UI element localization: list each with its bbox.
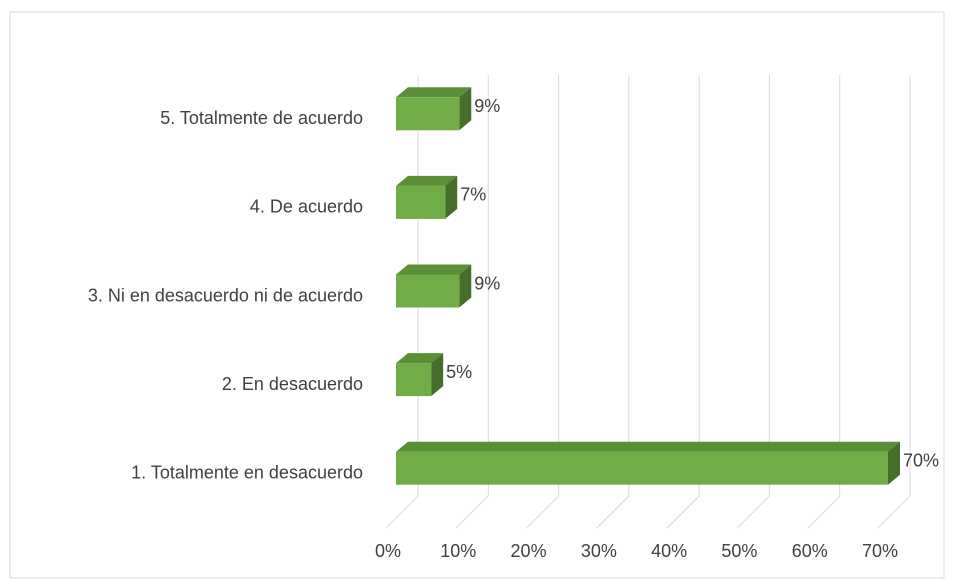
x-tick-label: 10% bbox=[440, 541, 476, 561]
floor-line bbox=[385, 495, 419, 529]
x-tick-label: 70% bbox=[862, 541, 898, 561]
bar-top bbox=[396, 264, 472, 275]
bar bbox=[396, 451, 888, 485]
x-tick-label: 50% bbox=[721, 541, 757, 561]
y-tick-label: 3. Ni en desacuerdo ni de acuerdo bbox=[88, 285, 363, 305]
y-tick-label: 1. Totalmente en desacuerdo bbox=[131, 462, 363, 482]
floor-line bbox=[877, 495, 911, 529]
y-tick-label: 4. De acuerdo bbox=[250, 197, 363, 217]
value-label: 9% bbox=[474, 273, 500, 293]
value-label: 7% bbox=[460, 185, 486, 205]
x-tick-label: 60% bbox=[792, 541, 828, 561]
x-tick-label: 20% bbox=[511, 541, 547, 561]
x-tick-label: 0% bbox=[375, 541, 401, 561]
bar-side bbox=[431, 353, 444, 397]
floor-line bbox=[455, 495, 489, 529]
value-label: 5% bbox=[446, 362, 472, 382]
floor-line bbox=[807, 495, 841, 529]
bar bbox=[396, 274, 460, 308]
bar-top bbox=[396, 441, 900, 452]
bar-top bbox=[396, 175, 458, 186]
bar-side bbox=[459, 264, 472, 308]
floor-line bbox=[666, 495, 700, 529]
y-tick-label: 2. En desacuerdo bbox=[222, 374, 363, 394]
bar-side bbox=[459, 87, 472, 131]
chart-frame bbox=[9, 11, 945, 579]
floor-line bbox=[526, 495, 559, 529]
x-tick-label: 40% bbox=[651, 541, 687, 561]
y-tick-label: 5. Totalmente de acuerdo bbox=[160, 108, 363, 128]
value-label: 9% bbox=[474, 96, 500, 116]
value-label: 70% bbox=[903, 450, 939, 470]
bar-side bbox=[445, 175, 458, 219]
bar bbox=[396, 185, 446, 219]
x-tick-label: 30% bbox=[581, 541, 617, 561]
bar bbox=[396, 363, 432, 397]
bar bbox=[396, 97, 460, 131]
floor-line bbox=[596, 495, 630, 529]
bar-side bbox=[888, 441, 900, 485]
bar-top bbox=[396, 353, 444, 364]
floor-line bbox=[737, 495, 770, 529]
bar-top bbox=[396, 87, 472, 98]
